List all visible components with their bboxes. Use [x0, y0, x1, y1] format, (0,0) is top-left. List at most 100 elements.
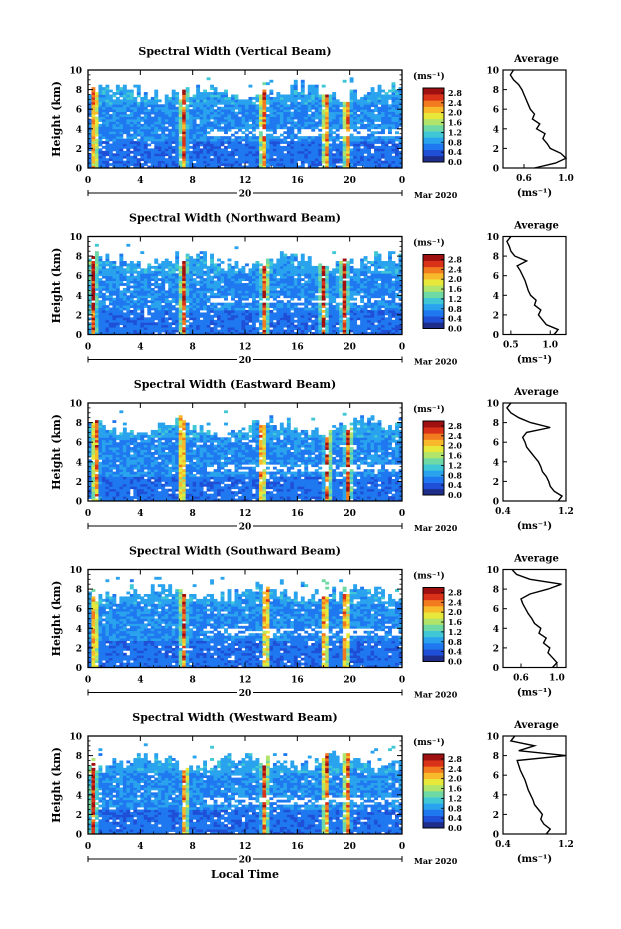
heatmap-cell [265, 138, 270, 142]
heatmap-cell [234, 104, 239, 108]
heatmap-cell [342, 116, 347, 120]
heatmap-cell [213, 285, 218, 289]
heatmap-cell [210, 285, 214, 289]
heatmap-cell [363, 119, 368, 122]
heatmap-cell [88, 133, 92, 137]
heatmap-cell [185, 265, 190, 269]
heatmap-cell [238, 155, 242, 159]
heatmap-cell [321, 101, 326, 105]
heatmap-cell [101, 111, 106, 115]
heatmap-cell [304, 314, 309, 318]
heatmap-cell [346, 310, 351, 313]
heatmap-cell [91, 96, 96, 100]
heatmap-cell [255, 160, 260, 164]
heatmap-cell [311, 104, 316, 108]
heatmap-cell [147, 153, 152, 157]
heatmap-cell [300, 268, 305, 272]
heatmap-cell [269, 111, 274, 115]
heatmap-cell [395, 126, 399, 130]
heatmap-cell [255, 106, 260, 110]
heatmap-cell [217, 96, 221, 100]
heatmap-cell [304, 119, 309, 122]
heatmap-cell [171, 270, 176, 274]
heatmap-cell [304, 123, 309, 127]
heatmap-cell [140, 312, 145, 316]
heatmap-cell [311, 163, 316, 166]
heatmap-cell [286, 312, 291, 316]
heatmap-cell [105, 160, 110, 164]
heatmap-cell [126, 302, 131, 306]
heatmap-cell [272, 322, 277, 326]
heatmap-cell [210, 158, 214, 162]
heatmap-cell [164, 99, 169, 103]
heatmap-cell [346, 150, 351, 154]
heatmap-cell [133, 290, 138, 294]
heatmap-cell [290, 265, 295, 269]
heatmap-cell [164, 104, 169, 108]
heatmap-cell [185, 329, 190, 333]
heatmap-cell [189, 324, 194, 328]
heatmap-cell [213, 109, 218, 113]
heatmap-cell [325, 314, 330, 318]
heatmap-cell [346, 292, 351, 296]
heatmap-cell [161, 138, 166, 142]
heatmap-cell [248, 143, 253, 147]
heatmap-cell [196, 155, 201, 159]
heatmap-cell [335, 295, 340, 299]
heatmap-cell [94, 121, 99, 125]
heatmap-cell [206, 158, 211, 162]
heatmap-cell [171, 305, 176, 308]
heatmap-cell [325, 302, 330, 306]
heatmap-cell [115, 322, 120, 326]
heatmap-cell [133, 104, 138, 108]
heatmap-cell [262, 312, 267, 316]
heatmap-cell [363, 302, 368, 306]
heatmap-cell [98, 131, 103, 135]
heatmap-cell [377, 111, 382, 115]
heatmap-cell [328, 287, 333, 291]
heatmap-cell [356, 155, 361, 159]
heatmap-cells [88, 77, 403, 169]
heatmap-cell [108, 143, 113, 147]
heatmap-cell [321, 94, 326, 98]
heatmap-cell [192, 278, 197, 281]
heatmap-cell [307, 121, 312, 125]
heatmap-cell [157, 287, 162, 291]
heatmap-cell [332, 155, 337, 159]
heatmap-cell [353, 123, 358, 127]
heatmap-cell [304, 261, 309, 264]
heatmap-cell [328, 126, 333, 130]
heatmap-cell [238, 305, 242, 308]
heatmap-cell [213, 126, 218, 130]
heatmap-cell [269, 275, 274, 279]
heatmap-cell [203, 116, 208, 120]
heatmap-cell [290, 104, 295, 108]
heatmap-cell [178, 310, 183, 313]
heatmap-cell [283, 99, 288, 103]
heatmap-cell [367, 106, 371, 110]
heatmap-cell [297, 310, 302, 313]
heatmap-cell [122, 273, 127, 277]
heatmap-cell [251, 278, 256, 281]
heatmap-cell [91, 310, 96, 313]
heatmap-cell [321, 324, 326, 328]
heatmap-cell [143, 327, 148, 330]
heatmap-cell [175, 268, 180, 272]
heatmap-cell [384, 141, 389, 144]
heatmap-cell [88, 285, 92, 289]
average-x-tick-label: 1.0 [558, 174, 574, 184]
heatmap-cell [370, 87, 375, 90]
heatmap-cell [119, 280, 124, 284]
heatmap-cell [171, 329, 176, 333]
heatmap-cell [175, 265, 180, 269]
heatmap-cell [94, 332, 99, 335]
heatmap-cell [227, 312, 232, 316]
heatmap-cell [171, 287, 176, 291]
heatmap-cell [346, 329, 351, 333]
heatmap-cell [227, 324, 232, 328]
heatmap-cell [178, 109, 183, 113]
heatmap-cell [231, 155, 235, 159]
heatmap-cell [182, 123, 187, 127]
heatmap-cell [168, 278, 173, 281]
heatmap-cell [374, 114, 378, 117]
